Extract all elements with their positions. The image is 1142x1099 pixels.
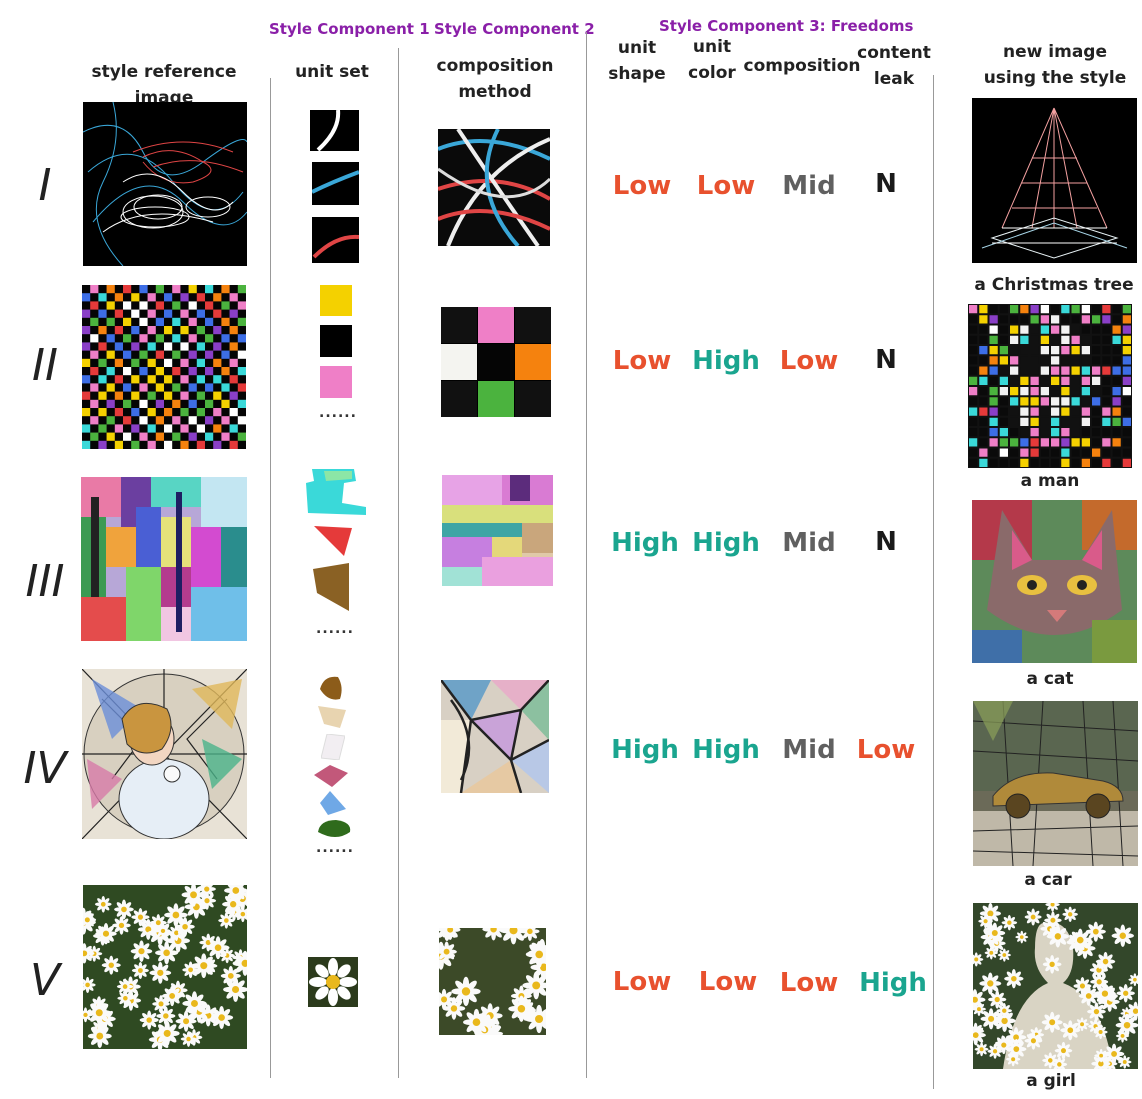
- style-reference-image-1: [83, 102, 247, 266]
- composition-method-1: [438, 129, 550, 246]
- row1-unit-shape: Low: [612, 171, 672, 201]
- row3-content-leak: N: [875, 527, 897, 557]
- unit-yellow-square: [320, 285, 352, 316]
- unit-brown-shape: [313, 563, 351, 613]
- separator-2: [398, 48, 399, 1078]
- header-composition-method: composition method: [436, 56, 554, 102]
- header-unit-shape: unit shape: [608, 38, 666, 84]
- row4-content-leak: Low: [856, 735, 916, 765]
- composition-method-2: [441, 307, 551, 417]
- caption-5: a girl: [1026, 1071, 1076, 1091]
- caption-4: a car: [1024, 870, 1072, 890]
- composition-method-4: [441, 680, 549, 793]
- header-new-image: new image using the style: [983, 42, 1127, 88]
- style-component-3-title: Style Component 3: Freedoms: [659, 17, 914, 35]
- style-component-1-title: Style Component 1: [269, 20, 430, 38]
- row3-composition: Mid: [782, 528, 836, 558]
- row3-unit-color: High: [692, 528, 760, 558]
- row5-unit-shape: Low: [612, 967, 672, 997]
- separator-3: [586, 32, 587, 1078]
- row1-content-leak: N: [875, 169, 897, 199]
- style-reference-image-2: [82, 285, 246, 449]
- row2-composition: Low: [779, 346, 839, 376]
- caption-3: a cat: [1026, 669, 1074, 689]
- unit-red-shape: [314, 526, 354, 558]
- row2-content-leak: N: [875, 345, 897, 375]
- unit-cyan-shape: [304, 469, 368, 517]
- unit-green-glass: [316, 818, 352, 842]
- more-units-4: ......: [316, 840, 354, 856]
- header-content-leak: content leak: [857, 43, 931, 89]
- new-image-2: [968, 304, 1132, 468]
- style-reference-image-4: [82, 669, 247, 839]
- unit-rose-glass: [314, 765, 348, 787]
- more-units-3: ......: [316, 621, 354, 637]
- style-component-2-title: Style Component 2: [434, 20, 595, 38]
- unit-white-glass: [321, 734, 345, 760]
- new-image-1: [972, 98, 1137, 263]
- unit-pink-square: [320, 366, 352, 398]
- header-unit-set: unit set: [295, 62, 369, 82]
- row5-content-leak: High: [859, 968, 927, 998]
- caption-2: a man: [1020, 471, 1080, 491]
- row2-unit-color: High: [692, 346, 760, 376]
- row4-composition: Mid: [782, 735, 836, 765]
- new-image-5: [973, 903, 1138, 1069]
- row-label-5: V: [29, 955, 61, 1006]
- row5-composition: Low: [779, 968, 839, 998]
- row2-unit-shape: Low: [612, 346, 672, 376]
- separator-4: [933, 75, 934, 1089]
- row-label-4: IV: [23, 743, 67, 794]
- row-label-2: II: [32, 340, 58, 391]
- unit-black-square: [320, 325, 352, 357]
- new-image-3: [972, 500, 1137, 663]
- unit-blue-glass: [318, 791, 346, 816]
- caption-1: a Christmas tree: [974, 275, 1134, 295]
- unit-amber-glass: [318, 675, 344, 702]
- row-label-1: I: [38, 160, 52, 211]
- unit-white-stroke: [310, 110, 359, 151]
- composition-method-5: [439, 928, 546, 1035]
- row1-unit-color: Low: [696, 171, 756, 201]
- row4-unit-color: High: [692, 735, 760, 765]
- new-image-4: [973, 701, 1138, 866]
- composition-method-3: [442, 475, 553, 586]
- row-label-3: III: [25, 556, 65, 607]
- unit-red-stroke: [312, 217, 359, 263]
- row1-composition: Mid: [782, 171, 836, 201]
- row3-unit-shape: High: [611, 528, 679, 558]
- separator-1: [270, 78, 271, 1078]
- more-units-2: ......: [319, 405, 357, 421]
- unit-daisy: [308, 957, 358, 1007]
- unit-cream-glass: [318, 704, 348, 729]
- unit-blue-stroke: [312, 162, 359, 205]
- style-reference-image-5: [83, 885, 247, 1049]
- header-unit-color: unit color: [688, 37, 736, 83]
- header-composition: composition: [743, 56, 861, 76]
- row5-unit-color: Low: [698, 967, 758, 997]
- style-reference-image-3: [81, 477, 247, 641]
- row4-unit-shape: High: [611, 735, 679, 765]
